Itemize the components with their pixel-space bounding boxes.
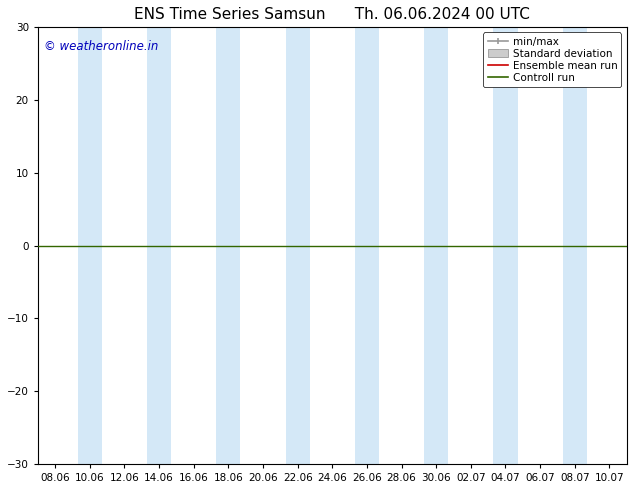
Bar [147, 27, 171, 464]
Bar [562, 27, 587, 464]
Bar [285, 27, 310, 464]
Bar [216, 27, 240, 464]
Legend: min/max, Standard deviation, Ensemble mean run, Controll run: min/max, Standard deviation, Ensemble me… [483, 32, 621, 87]
Bar [493, 27, 517, 464]
Bar [78, 27, 102, 464]
Text: © weatheronline.in: © weatheronline.in [44, 40, 158, 53]
Bar [424, 27, 448, 464]
Title: ENS Time Series Samsun      Th. 06.06.2024 00 UTC: ENS Time Series Samsun Th. 06.06.2024 00… [134, 7, 530, 22]
Bar [355, 27, 379, 464]
